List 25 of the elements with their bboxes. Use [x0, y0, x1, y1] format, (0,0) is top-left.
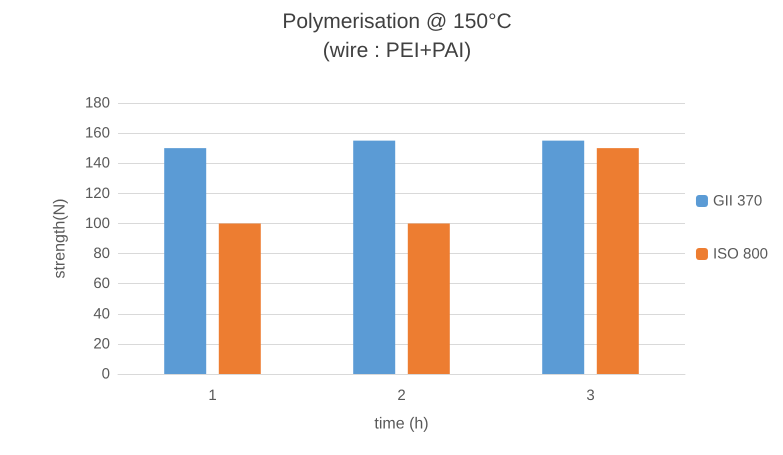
legend-label: ISO 800	[712, 246, 768, 262]
bar	[408, 223, 450, 374]
x-tick-label: 2	[397, 387, 406, 404]
y-tick-label: 0	[102, 366, 110, 382]
bar	[596, 148, 639, 374]
bar	[542, 140, 584, 374]
y-tick-label: 140	[84, 154, 110, 172]
legend-label: GII 370	[712, 192, 762, 210]
x-tick-label: 1	[208, 387, 217, 404]
y-tick-label: 20	[93, 335, 110, 352]
y-tick-label: 160	[84, 124, 110, 142]
x-axis-title: time (h)	[374, 416, 429, 432]
x-tick-label: 3	[586, 387, 595, 404]
chart-title: Polymerisation @ 150°C	[282, 10, 512, 33]
bar	[353, 140, 396, 374]
bar	[164, 148, 206, 374]
bar	[218, 223, 261, 374]
y-tick-label: 60	[93, 275, 110, 292]
y-tick-label: 120	[84, 184, 110, 202]
y-tick-label: 40	[93, 305, 110, 322]
y-tick-label: 180	[84, 94, 110, 112]
y-axis-title: strength(N)	[52, 198, 68, 279]
y-tick-label: 100	[84, 214, 110, 232]
chart-subtitle: (wire : PEI+PAI)	[322, 39, 472, 62]
y-tick-label: 80	[93, 245, 110, 262]
